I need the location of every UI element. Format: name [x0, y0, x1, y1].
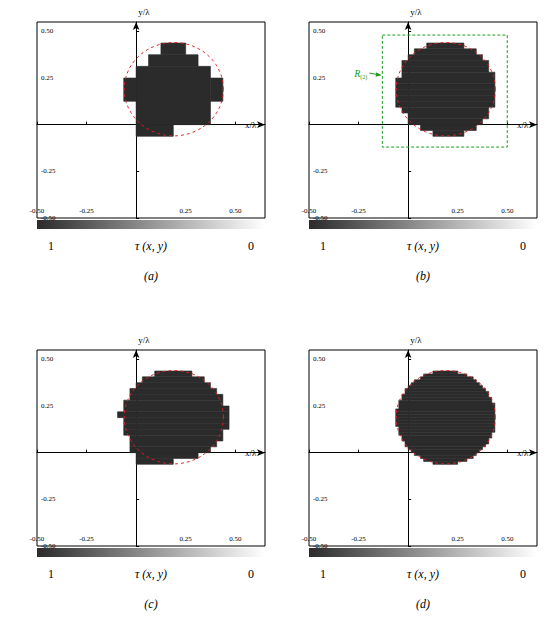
svg-text:-0.50: -0.50 [302, 535, 317, 543]
svg-text:y/λ: y/λ [410, 7, 422, 17]
svg-text:y/λ: y/λ [138, 335, 150, 345]
svg-text:τ (x, y): τ (x, y) [407, 239, 439, 253]
svg-text:0.50: 0.50 [41, 27, 54, 35]
svg-text:0.50: 0.50 [501, 207, 514, 215]
svg-text:-0.50: -0.50 [41, 214, 56, 222]
svg-text:-0.25: -0.25 [351, 535, 366, 543]
svg-text:0.50: 0.50 [229, 535, 242, 543]
svg-text:0: 0 [248, 239, 254, 253]
svg-text:-0.50: -0.50 [30, 535, 45, 543]
svg-text:0: 0 [520, 239, 526, 253]
svg-text:0.50: 0.50 [313, 27, 326, 35]
svg-text:0.25: 0.25 [452, 535, 465, 543]
svg-text:0.25: 0.25 [180, 535, 193, 543]
svg-text:0.25: 0.25 [41, 402, 54, 410]
svg-text:y/λ: y/λ [410, 335, 422, 345]
svg-text:0.50: 0.50 [501, 535, 514, 543]
svg-text:(2): (2) [360, 74, 367, 81]
svg-text:0.50: 0.50 [313, 355, 326, 363]
svg-text:-0.50: -0.50 [41, 542, 56, 550]
svg-text:-0.50: -0.50 [313, 542, 328, 550]
svg-text:-0.50: -0.50 [302, 207, 317, 215]
svg-text:-0.25: -0.25 [41, 495, 56, 503]
svg-text:x/λ: x/λ [517, 119, 529, 130]
svg-text:-0.25: -0.25 [351, 207, 366, 215]
svg-text:-0.50: -0.50 [30, 207, 45, 215]
svg-text:1: 1 [48, 567, 54, 581]
svg-text:0.25: 0.25 [452, 207, 465, 215]
svg-text:(b): (b) [416, 269, 430, 283]
svg-text:y/λ: y/λ [138, 7, 150, 17]
svg-text:0.25: 0.25 [313, 402, 326, 410]
svg-text:0.50: 0.50 [229, 207, 242, 215]
svg-text:(c): (c) [144, 597, 157, 611]
svg-text:1: 1 [320, 567, 326, 581]
svg-text:0.25: 0.25 [313, 74, 326, 82]
svg-text:-0.25: -0.25 [79, 535, 94, 543]
svg-text:0: 0 [248, 567, 254, 581]
svg-text:-0.50: -0.50 [313, 214, 328, 222]
svg-text:-0.25: -0.25 [313, 495, 328, 503]
svg-text:-0.25: -0.25 [79, 207, 94, 215]
svg-text:(a): (a) [144, 269, 158, 283]
svg-text:0.50: 0.50 [41, 355, 54, 363]
svg-text:R: R [353, 68, 360, 79]
svg-text:0.25: 0.25 [41, 74, 54, 82]
svg-text:(d): (d) [416, 597, 430, 611]
svg-text:x/λ: x/λ [245, 447, 257, 458]
svg-text:-0.25: -0.25 [313, 167, 328, 175]
svg-text:0.25: 0.25 [180, 207, 193, 215]
svg-text:τ (x, y): τ (x, y) [135, 567, 167, 581]
svg-text:τ (x, y): τ (x, y) [135, 239, 167, 253]
svg-text:τ (x, y): τ (x, y) [407, 567, 439, 581]
svg-text:x/λ: x/λ [245, 119, 257, 130]
svg-text:1: 1 [320, 239, 326, 253]
svg-text:1: 1 [48, 239, 54, 253]
svg-text:-0.25: -0.25 [41, 167, 56, 175]
svg-text:x/λ: x/λ [517, 447, 529, 458]
svg-text:0: 0 [520, 567, 526, 581]
